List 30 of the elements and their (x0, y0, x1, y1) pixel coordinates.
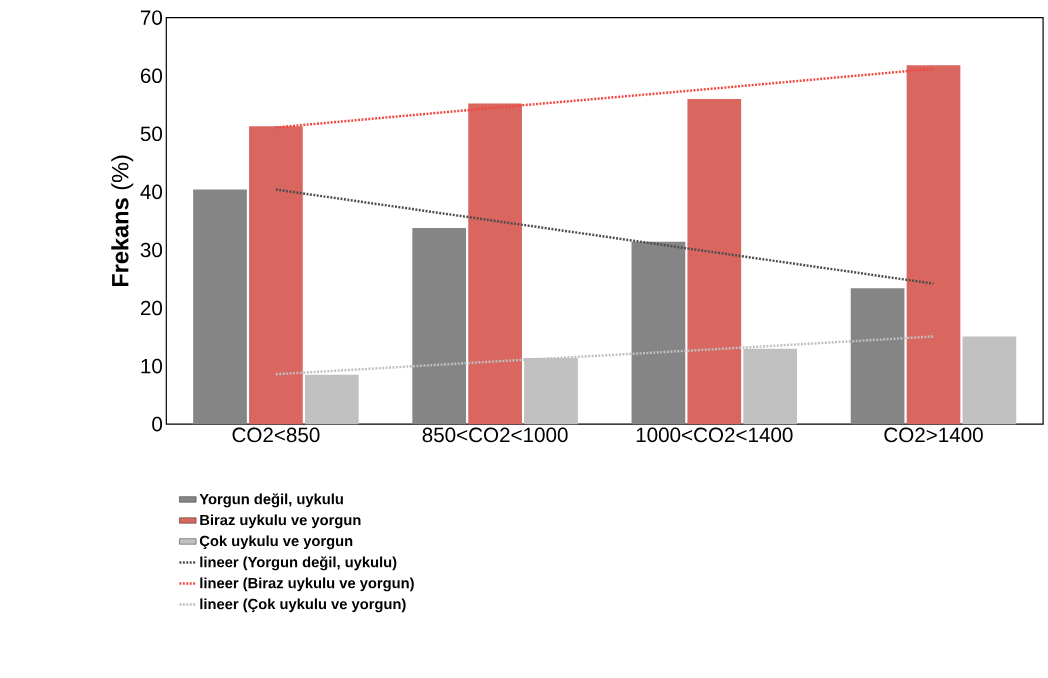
y-tick-label: 60 (140, 68, 163, 83)
bar (687, 98, 742, 424)
line-series (274, 67, 935, 129)
legend-label: Yorgun değil, uykulu (199, 493, 343, 508)
legend-label: lineer (Yorgun değil, uykulu) (200, 556, 397, 571)
bar (631, 241, 686, 424)
bar (906, 65, 961, 424)
y-tick-label: 30 (140, 242, 163, 258)
y-tick-label: 40 (140, 184, 163, 199)
legend-label: Biraz uykulu ve yorgun (200, 514, 361, 528)
bar (249, 126, 303, 424)
bar (193, 189, 247, 424)
x-tick-label: CO2<850 (232, 427, 320, 442)
legend-label: Çok uykulu ve yorgun (199, 535, 353, 549)
bar (962, 336, 1017, 424)
x-tick-label: 850<CO2<1000 (422, 427, 568, 442)
line-series (274, 188, 935, 285)
bar (468, 103, 522, 424)
y-tick-label: 50 (140, 126, 163, 141)
legend-label: lineer (Çok uykulu ve yorgun) (200, 598, 406, 612)
bar (412, 227, 467, 424)
x-tick-label: CO2>1400 (884, 427, 983, 442)
y-tick-label: 0 (152, 416, 163, 432)
y-tick-label: 10 (141, 358, 163, 374)
y-tick-label: 20 (140, 300, 163, 316)
bar (850, 288, 905, 424)
y-axis-title: Frekans (%) (111, 155, 134, 286)
y-tick-label: 70 (140, 10, 163, 25)
legend-label: lineer (Biraz uykulu ve yorgun) (200, 577, 414, 592)
x-tick-label: 1000<CO2<1400 (636, 427, 793, 442)
